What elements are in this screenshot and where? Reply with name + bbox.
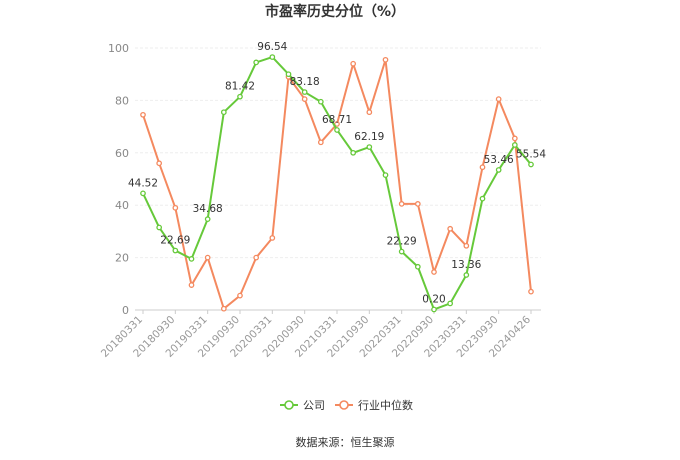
data-point: [301, 89, 308, 95]
data-point: [528, 161, 534, 168]
data-label: 62.19: [354, 131, 384, 143]
y-axis: 0 20 40 60 80 100: [108, 42, 129, 317]
data-point: [334, 121, 340, 127]
data-label: 22.29: [387, 236, 417, 248]
data-point: [253, 59, 260, 66]
data-point: [398, 201, 405, 207]
data-label: 55.54: [516, 148, 546, 160]
data-point: [366, 109, 373, 116]
data-point: [317, 139, 324, 146]
data-point: [350, 60, 357, 67]
data-point: [334, 127, 340, 133]
legend-item-industry-median[interactable]: 行业中位数: [335, 398, 413, 412]
data-label: 13.36: [451, 259, 481, 271]
data-point: [511, 135, 518, 142]
data-label: 0.20: [422, 293, 445, 305]
y-tick-label: 60: [115, 147, 129, 160]
data-point: [269, 54, 276, 60]
data-point: [414, 263, 421, 270]
data-point: [285, 71, 292, 78]
source-note: 数据来源：恒生聚源: [296, 435, 395, 449]
data-label: 44.52: [128, 177, 158, 189]
data-point: [431, 306, 437, 313]
data-point: [528, 288, 534, 295]
data-point: [495, 96, 502, 102]
data-point: [204, 254, 211, 261]
data-point: [269, 235, 276, 241]
data-point: [253, 254, 260, 261]
data-point: [414, 201, 421, 207]
data-point: [156, 160, 163, 167]
data-point: [431, 269, 437, 275]
data-point: [495, 167, 502, 173]
data-point: [156, 224, 163, 231]
y-tick-label: 100: [108, 42, 129, 55]
data-point: [317, 98, 324, 105]
data-label: 34.68: [193, 203, 223, 215]
data-point: [188, 256, 195, 262]
data-point: [140, 190, 146, 197]
y-tick-label: 40: [115, 199, 129, 212]
data-point: [237, 292, 243, 299]
data-point: [237, 93, 243, 100]
series-group: [140, 54, 534, 313]
legend[interactable]: 公司 行业中位数: [280, 398, 413, 412]
series-line-industry-median: [142, 58, 532, 310]
data-point: [479, 195, 486, 202]
data-label: 96.54: [257, 41, 287, 53]
data-point: [511, 142, 518, 148]
data-point: [220, 305, 227, 312]
data-point: [479, 164, 486, 171]
data-label: 81.42: [225, 81, 255, 93]
data-point: [350, 149, 357, 156]
data-point: [204, 216, 211, 222]
data-labels: 44.52 22.69 34.68 81.42 96.54 83.18 68.7162.19…: [128, 41, 546, 305]
y-tick-label: 0: [122, 304, 129, 317]
grid: [135, 47, 541, 311]
legend-marker: [339, 400, 349, 410]
legend-item-company[interactable]: 公司: [280, 399, 325, 412]
data-label: 22.69: [160, 235, 190, 247]
data-point: [220, 109, 227, 116]
y-tick-label: 80: [115, 94, 129, 107]
data-point: [398, 248, 405, 255]
x-axis: 2018033120180930201903312019093020200331…: [99, 310, 533, 360]
data-point: [188, 282, 195, 288]
series-line-company: [142, 56, 532, 311]
data-point: [172, 204, 179, 211]
chart-title: 市盈率历史分位（%）: [265, 3, 405, 20]
data-point: [463, 272, 470, 278]
data-point: [172, 247, 179, 254]
data-point: [301, 96, 308, 102]
data-point: [382, 56, 389, 63]
data-point: [447, 300, 454, 307]
data-point: [382, 172, 389, 178]
legend-label: 行业中位数: [358, 398, 413, 412]
data-label: 53.46: [484, 154, 514, 166]
y-tick-label: 20: [115, 252, 129, 265]
data-point: [463, 242, 470, 249]
data-point: [366, 144, 373, 150]
legend-label: 公司: [303, 399, 325, 412]
data-label: 68.71: [322, 114, 352, 126]
data-label: 83.18: [290, 76, 320, 88]
legend-marker: [284, 400, 294, 410]
data-point: [447, 225, 454, 232]
data-point: [140, 111, 146, 118]
